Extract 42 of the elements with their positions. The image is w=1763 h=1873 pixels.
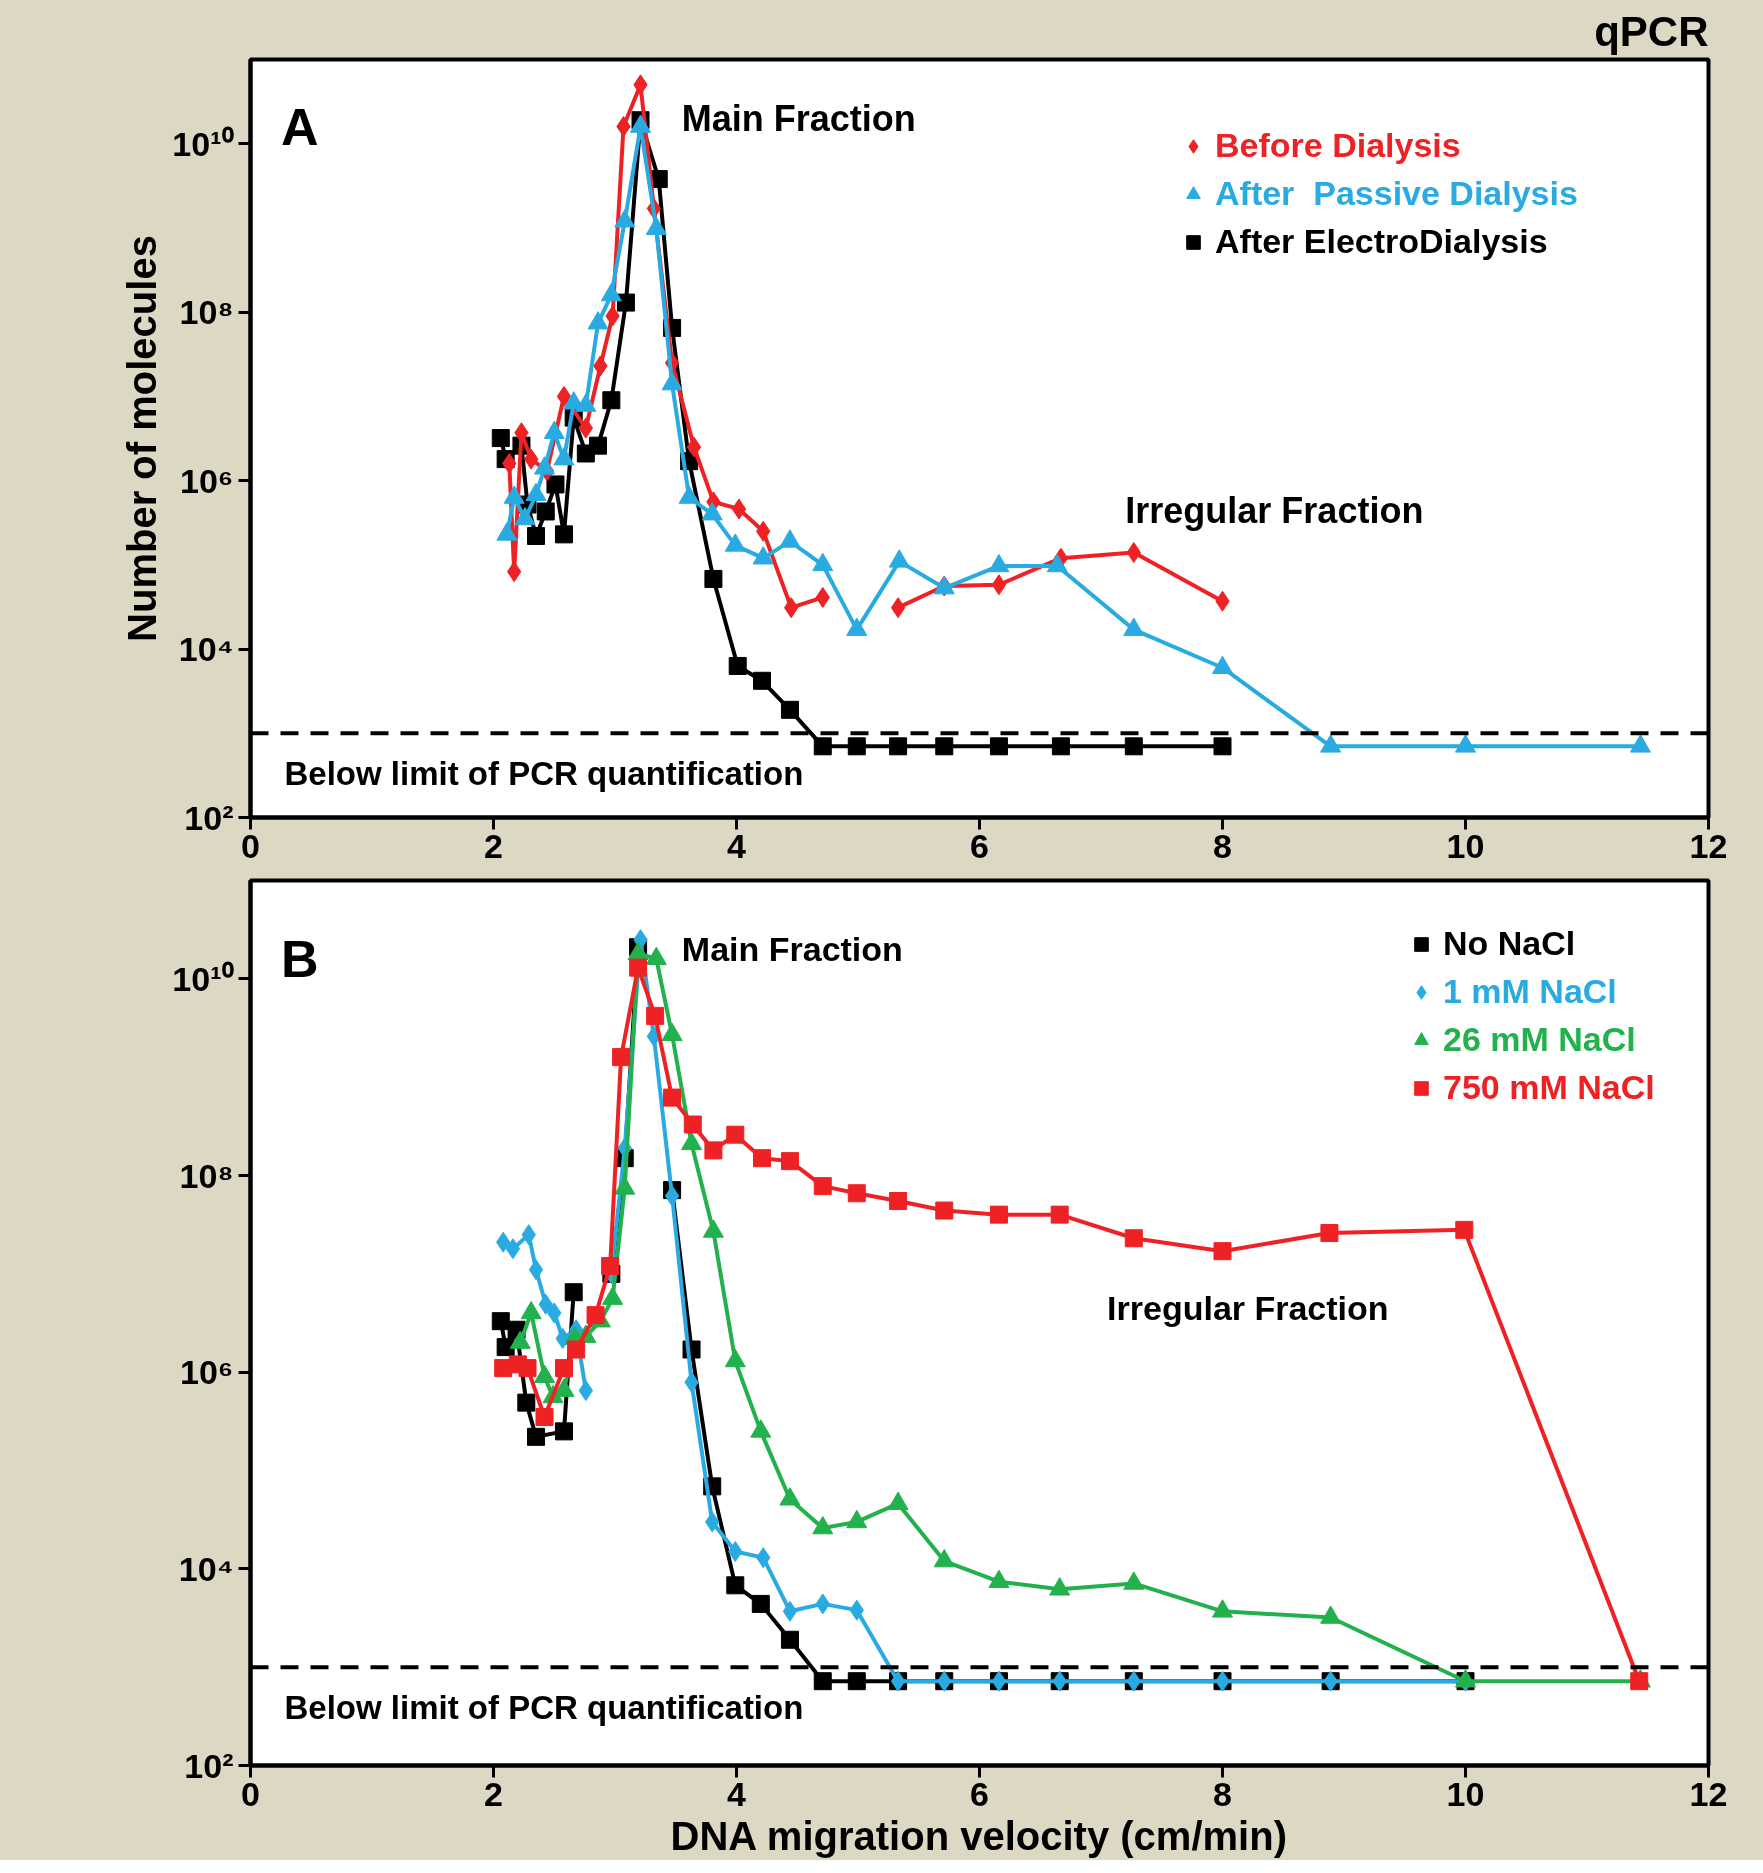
y-tick-label: 10⁸ — [179, 293, 234, 332]
annotation: Main Fraction — [681, 97, 916, 139]
y-tick-label: 10¹⁰ — [172, 124, 234, 163]
ref-line-label: Below limit of PCR quantification — [284, 755, 804, 793]
annotation: Irregular Fraction — [1125, 489, 1424, 531]
y-axis-title: Number of molecules — [120, 235, 165, 642]
x-tick-label: 2 — [484, 1774, 503, 1813]
y-tick-label: 10⁴ — [178, 630, 234, 669]
legend-label: 26 mM NaCl — [1443, 1020, 1636, 1059]
x-tick-label: 12 — [1689, 826, 1728, 865]
x-tick-label: 8 — [1213, 826, 1232, 865]
x-axis-title: DNA migration velocity (cm/min) — [670, 1813, 1287, 1858]
legend-label: 1 mM NaCl — [1443, 972, 1617, 1011]
x-tick-label: 4 — [727, 826, 747, 865]
annotation: Main Fraction — [681, 930, 903, 969]
x-tick-label: 0 — [241, 826, 260, 865]
annotation: Irregular Fraction — [1107, 1289, 1389, 1328]
x-tick-label: 10 — [1446, 826, 1485, 865]
y-tick-label: 10⁶ — [180, 461, 234, 500]
chart-title: qPCR — [1594, 7, 1709, 55]
y-tick-label: 10⁴ — [178, 1549, 234, 1588]
y-tick-label: 10² — [184, 1746, 234, 1785]
legend-label: 750 mM NaCl — [1443, 1068, 1655, 1107]
x-tick-label: 12 — [1689, 1774, 1728, 1813]
y-tick-label: 10² — [184, 798, 234, 837]
legend-label: No NaCl — [1443, 924, 1576, 963]
ref-line-label: Below limit of PCR quantification — [284, 1689, 804, 1727]
annotation: B — [280, 930, 319, 989]
y-tick-label: 10⁸ — [179, 1156, 234, 1195]
x-tick-label: 8 — [1213, 1774, 1232, 1813]
x-tick-label: 0 — [241, 1774, 260, 1813]
x-tick-label: 6 — [970, 826, 989, 865]
legend-label: After Passive Dialysis — [1215, 174, 1578, 213]
x-tick-label: 10 — [1446, 1774, 1485, 1813]
legend-label: After ElectroDialysis — [1215, 222, 1548, 261]
x-tick-label: 2 — [484, 826, 503, 865]
y-tick-label: 10¹⁰ — [172, 959, 234, 998]
x-tick-label: 4 — [727, 1774, 747, 1813]
legend-label: Before Dialysis — [1215, 126, 1461, 165]
x-tick-label: 6 — [970, 1774, 989, 1813]
y-tick-label: 10⁶ — [180, 1353, 234, 1392]
annotation: A — [280, 97, 319, 156]
